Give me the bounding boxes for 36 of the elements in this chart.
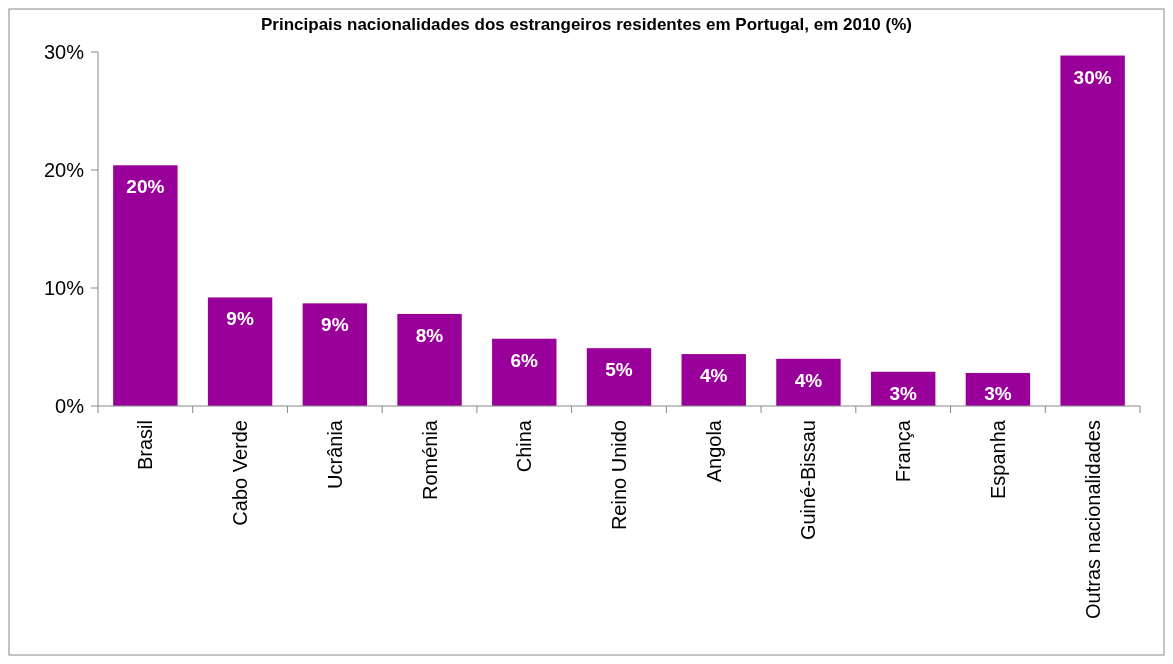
- data-label: 8%: [415, 324, 444, 346]
- x-tick-label: Reino Unido: [608, 420, 630, 531]
- data-label: 5%: [605, 359, 633, 381]
- x-tick-label: Brasil: [134, 420, 157, 471]
- y-tick-label: 10%: [43, 277, 85, 299]
- data-label: 6%: [510, 349, 539, 371]
- data-label: 3%: [984, 383, 1012, 404]
- data-label: 4%: [794, 369, 823, 391]
- y-tick-label: 0%: [55, 395, 85, 417]
- data-label: 3%: [889, 382, 918, 404]
- bar: [302, 303, 368, 406]
- x-tick-label: Espanha: [986, 419, 1009, 499]
- bar: [397, 313, 462, 406]
- bar: [681, 354, 746, 406]
- bar: [586, 348, 652, 406]
- data-label: 4%: [699, 365, 728, 387]
- x-tick-label: China: [513, 419, 536, 473]
- x-tick-label: Ucrânia: [323, 419, 346, 489]
- x-tick-label: França: [892, 419, 915, 483]
- x-tick-label: Cabo Verde: [229, 420, 252, 526]
- bar: [492, 338, 557, 406]
- data-label: 30%: [1073, 66, 1112, 88]
- data-label: 9%: [321, 314, 349, 336]
- x-tick-label: Guiné-Bissau: [797, 420, 820, 541]
- data-label: 9%: [226, 308, 254, 330]
- x-tick-label: Outras nacionalidades: [1081, 420, 1104, 620]
- data-label: 20%: [126, 176, 165, 198]
- chart-title: Principais nacionalidades dos estrangeiros residentes em Portugal, em 2010 (%): [261, 15, 912, 34]
- bar: [207, 297, 273, 406]
- y-tick-label: 20%: [43, 159, 85, 181]
- x-tick-label: Roménia: [418, 419, 441, 501]
- x-tick-label: Angola: [702, 419, 725, 483]
- bar: [1060, 55, 1125, 406]
- y-tick-label: 30%: [43, 41, 85, 63]
- bar: [113, 165, 178, 406]
- bar: [776, 358, 841, 406]
